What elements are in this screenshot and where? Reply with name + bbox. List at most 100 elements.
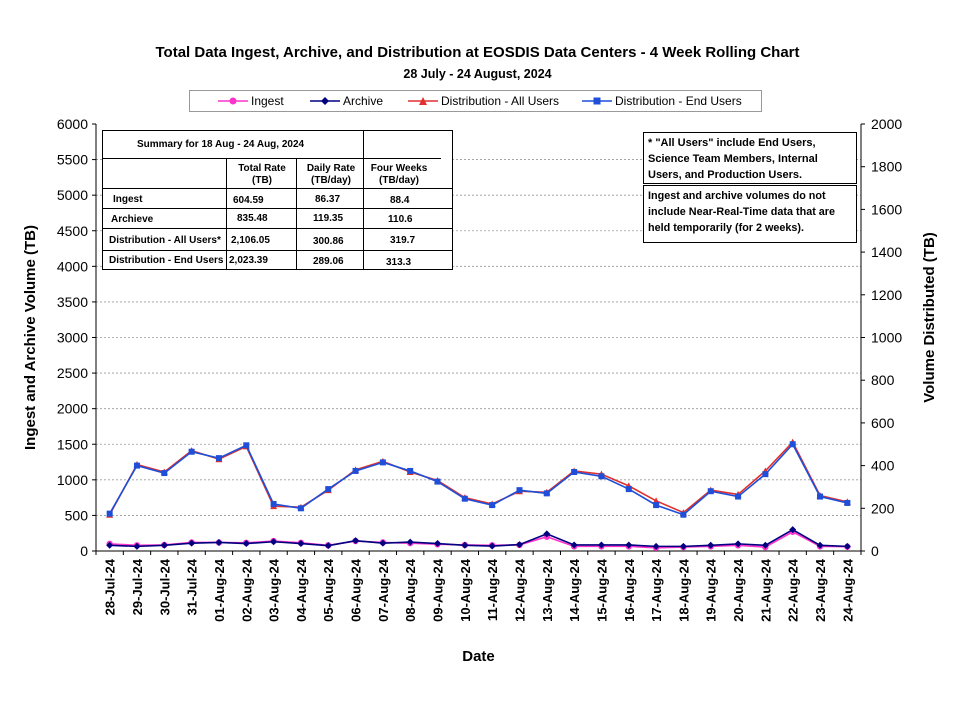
data-point-distribution-end-users — [215, 455, 222, 462]
summary-row-daily: 300.86 — [313, 236, 344, 247]
x-tick-label: 31-Jul-24 — [185, 558, 200, 615]
y-left-tick-label: 1000 — [57, 472, 88, 488]
data-point-archive — [379, 539, 387, 547]
data-point-archive — [133, 542, 141, 550]
y-right-tick-label: 2000 — [871, 116, 902, 132]
summary-row-total: 2,023.39 — [229, 255, 268, 266]
y-left-tick-label: 500 — [65, 507, 89, 523]
x-tick-label: 03-Aug-24 — [267, 558, 282, 622]
y-left-tick-label: 5500 — [57, 152, 88, 168]
dist-all-legend-marker — [408, 97, 438, 105]
x-tick-label: 05-Aug-24 — [321, 558, 336, 622]
data-point-archive — [789, 526, 797, 534]
data-point-distribution-end-users — [543, 490, 550, 497]
note-ingest-archive: Ingest and archive volumes do not includ… — [643, 185, 857, 243]
x-tick-label: 01-Aug-24 — [212, 558, 227, 622]
data-point-archive — [406, 538, 414, 546]
data-point-archive — [324, 542, 332, 550]
y-left-tick-label: 5000 — [57, 187, 88, 203]
summary-table: Summary for 18 Aug - 24 Aug, 2024 Total … — [102, 130, 453, 270]
data-point-distribution-end-users — [680, 511, 687, 518]
data-point-distribution-end-users — [407, 467, 414, 474]
x-tick-label: 30-Jul-24 — [157, 558, 172, 615]
data-point-distribution-end-users — [735, 493, 742, 500]
y-right-tick-label: 400 — [871, 458, 895, 474]
chart-title: Total Data Ingest, Archive, and Distribu… — [155, 44, 800, 61]
data-point-distribution-end-users — [161, 470, 168, 477]
x-tick-label: 15-Aug-24 — [594, 558, 609, 622]
data-point-distribution-end-users — [707, 488, 714, 495]
legend-label-archive: Archive — [343, 94, 384, 108]
y-right-tick-label: 1400 — [871, 244, 902, 260]
x-tick-label: 13-Aug-24 — [540, 558, 555, 622]
data-point-distribution-end-users — [270, 501, 277, 508]
data-point-distribution-end-users — [461, 495, 468, 502]
data-point-archive — [707, 541, 715, 549]
y-left-tick-label: 2000 — [57, 401, 88, 417]
x-tick-label: 10-Aug-24 — [458, 558, 473, 622]
series-line-archive — [109, 528, 848, 548]
data-point-distribution-end-users — [188, 448, 195, 455]
y-right-tick-label: 0 — [871, 543, 879, 559]
y-right-tick-label: 1000 — [871, 330, 902, 346]
x-tick-label: 07-Aug-24 — [376, 558, 391, 622]
y-right-tick-label: 1600 — [871, 201, 902, 217]
data-point-archive — [734, 540, 742, 548]
y-right-axis-label: Volume Distributed (TB) — [921, 232, 938, 403]
ingest-legend-marker — [218, 97, 248, 105]
summary-row-total: 2,106.05 — [231, 235, 270, 246]
data-point-archive — [761, 541, 769, 549]
data-point-archive — [843, 542, 851, 550]
x-tick-label: 08-Aug-24 — [403, 558, 418, 622]
summary-row-label: Distribution - End Users — [109, 255, 224, 266]
y-right-tick-label: 200 — [871, 500, 895, 516]
x-tick-label: 16-Aug-24 — [622, 558, 637, 622]
summary-col-total: Total Rate (TB) — [238, 163, 286, 186]
data-point-distribution-end-users — [434, 478, 441, 485]
y-left-tick-label: 4500 — [57, 223, 88, 239]
data-point-distribution-end-users — [844, 499, 851, 506]
data-point-distribution-end-users — [789, 441, 796, 448]
data-point-archive — [625, 541, 633, 549]
summary-row-daily: 289.06 — [313, 256, 344, 267]
y-right-tick-label: 1800 — [871, 159, 902, 175]
x-tick-label: 14-Aug-24 — [567, 558, 582, 622]
data-point-distribution-end-users — [489, 502, 496, 509]
dist-end-legend-marker — [582, 97, 612, 105]
summary-col-daily: Daily Rate (TB/day) — [306, 163, 356, 186]
data-point-archive — [352, 537, 360, 545]
legend-item-dist-all: Distribution - All Users — [408, 93, 559, 109]
x-tick-label: 17-Aug-24 — [649, 558, 664, 622]
data-point-archive — [816, 541, 824, 549]
summary-row-label: Distribution - All Users* — [109, 235, 221, 246]
legend: Ingest Archive Distribution - All Users … — [189, 90, 762, 112]
chart-subtitle: 28 July - 24 August, 2024 — [403, 67, 552, 81]
data-point-archive — [543, 530, 551, 538]
y-left-tick-label: 1500 — [57, 436, 88, 452]
data-point-distribution-end-users — [817, 493, 824, 500]
data-point-archive — [488, 542, 496, 550]
x-tick-label: 18-Aug-24 — [676, 558, 691, 622]
data-point-archive — [679, 542, 687, 550]
legend-item-ingest: Ingest — [218, 93, 284, 109]
x-axis-label: Date — [462, 648, 495, 665]
x-tick-label: 23-Aug-24 — [813, 558, 828, 622]
y-left-tick-label: 3500 — [57, 294, 88, 310]
x-tick-label: 24-Aug-24 — [840, 558, 855, 622]
data-point-archive — [297, 540, 305, 548]
data-point-distribution-end-users — [379, 459, 386, 466]
legend-label-ingest: Ingest — [251, 94, 284, 108]
y-right-tick-label: 600 — [871, 415, 895, 431]
data-point-archive — [215, 538, 223, 546]
x-tick-label: 04-Aug-24 — [294, 558, 309, 622]
data-point-distribution-end-users — [352, 467, 359, 474]
legend-label-dist-all: Distribution - All Users — [441, 94, 560, 108]
data-point-archive — [270, 538, 278, 546]
note-all-users: * "All Users" include End Users, Science… — [643, 132, 857, 184]
summary-row-four: 88.4 — [390, 195, 410, 206]
data-point-archive — [597, 541, 605, 549]
data-point-archive — [570, 541, 578, 549]
data-point-distribution-end-users — [625, 486, 632, 493]
summary-row-daily: 119.35 — [313, 213, 344, 224]
x-tick-label: 19-Aug-24 — [704, 558, 719, 622]
